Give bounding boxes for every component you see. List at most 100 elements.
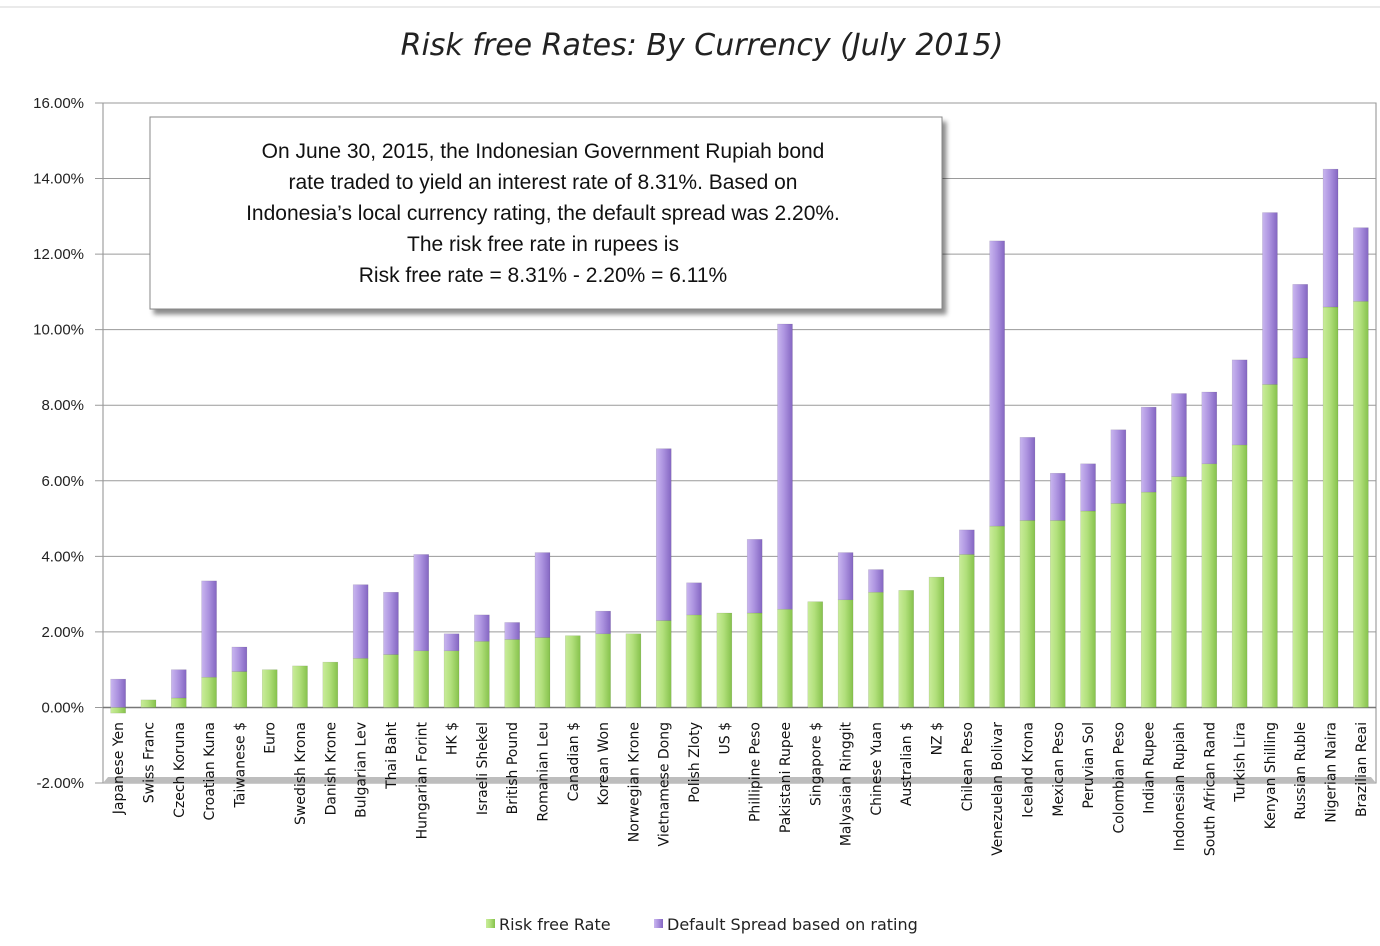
- bar-risk-free-rate: [1019, 520, 1036, 708]
- bar-default-spread: [1110, 429, 1127, 504]
- category-label: Vietnamese Dong: [657, 722, 673, 846]
- category-label: HK $: [445, 722, 461, 755]
- bar-risk-free-rate: [807, 601, 824, 708]
- category-label: Chilean Peso: [960, 722, 976, 811]
- category-label: Bulgarian Lev: [354, 722, 370, 818]
- bar-default-spread: [201, 580, 217, 678]
- bar-risk-free-rate: [474, 641, 490, 708]
- category-label: Turkish Lira: [1233, 722, 1249, 803]
- category-label: Taiwanese $: [232, 722, 248, 808]
- annotation-line-3: Indonesia’s local currency rating, the d…: [246, 202, 840, 225]
- category-label: Colombian Peso: [1111, 722, 1127, 834]
- category-label: US $: [717, 722, 733, 755]
- bar-default-spread: [352, 584, 369, 659]
- category-label: Peruvian Sol: [1081, 722, 1097, 809]
- bar-risk-free-rate: [928, 576, 945, 708]
- bar-risk-free-rate: [261, 669, 278, 708]
- annotation-line-2: rate traded to yield an interest rate of…: [289, 171, 798, 194]
- category-label: Nigerian Naira: [1324, 722, 1340, 823]
- bar-default-spread: [413, 554, 429, 652]
- bar-risk-free-rate: [1050, 520, 1066, 708]
- bar-risk-free-rate: [777, 608, 793, 708]
- chart-title: Risk free Rates: By Currency (July 2015): [401, 28, 1004, 63]
- category-label: Polish Zloty: [687, 722, 703, 803]
- bar-default-spread: [746, 539, 763, 614]
- bar-risk-free-rate: [140, 699, 157, 708]
- bar-risk-free-rate: [959, 554, 975, 708]
- bar-default-spread: [868, 569, 884, 593]
- bar-risk-free-rate: [292, 665, 308, 708]
- category-label: Indian Rupee: [1142, 722, 1158, 814]
- legend-swatch-default-spread: [654, 919, 663, 928]
- category-label: Israeli Shekel: [475, 722, 491, 815]
- bar-risk-free-rate: [1080, 510, 1096, 708]
- category-label: Malyasian Ringgit: [839, 721, 855, 846]
- category-label: Australian $: [899, 722, 915, 806]
- category-label: Singapore $: [808, 722, 824, 806]
- bar-risk-free-rate: [383, 654, 399, 708]
- category-label: Russian Ruble: [1293, 722, 1309, 820]
- category-label: NZ $: [930, 722, 946, 755]
- annotation-line-5: Risk free rate = 8.31% - 2.20% = 6.11%: [359, 264, 727, 287]
- bar-risk-free-rate: [110, 707, 126, 714]
- y-tick-label: 6.00%: [41, 473, 84, 490]
- bar-risk-free-rate: [989, 525, 1005, 708]
- category-label: Korean Won: [596, 722, 612, 805]
- category-label: Chinese Yuan: [869, 722, 885, 816]
- category-label: Pakistani Rupee: [778, 722, 794, 833]
- bar-risk-free-rate: [716, 612, 733, 708]
- category-label: Norwegian Krone: [626, 722, 642, 842]
- bar-risk-free-rate: [1353, 301, 1369, 708]
- bar-risk-free-rate: [1292, 357, 1308, 708]
- category-label: Phillipine Peso: [748, 722, 764, 822]
- bar-risk-free-rate: [1201, 463, 1218, 708]
- bar-default-spread: [504, 622, 520, 640]
- x-axis-category-labels: Japanese Yen Swiss Franc Czech Koruna Croat…: [111, 721, 1370, 856]
- category-label: Czech Koruna: [172, 722, 188, 818]
- bar-default-spread: [231, 646, 248, 672]
- bar-risk-free-rate: [1231, 444, 1248, 708]
- bar-risk-free-rate: [565, 635, 581, 708]
- category-label: Hungarian Forint: [414, 721, 430, 839]
- y-tick-label: -2.00%: [36, 775, 84, 792]
- y-tick-label: 4.00%: [41, 548, 84, 565]
- bar-default-spread: [686, 582, 702, 616]
- bar-default-spread: [1353, 227, 1369, 302]
- category-label: Mexican Peso: [1051, 722, 1067, 817]
- y-tick-label: 2.00%: [41, 624, 84, 641]
- bar-risk-free-rate: [595, 633, 611, 708]
- category-label: Euro: [263, 722, 279, 754]
- bar-risk-free-rate: [504, 639, 520, 708]
- bar-default-spread: [989, 240, 1005, 527]
- bar-default-spread: [1201, 391, 1218, 465]
- bar-risk-free-rate: [1322, 306, 1339, 708]
- bar-risk-free-rate: [655, 620, 672, 708]
- bar-default-spread: [534, 552, 551, 638]
- category-label: British Pound: [505, 722, 521, 814]
- y-tick-label: 14.00%: [33, 171, 84, 188]
- bar-risk-free-rate: [413, 650, 429, 708]
- bar-default-spread: [383, 591, 399, 655]
- bar-default-spread: [837, 552, 854, 601]
- category-label: Japanese Yen: [111, 722, 127, 815]
- bar-default-spread: [474, 614, 490, 642]
- bar-risk-free-rate: [1140, 491, 1157, 708]
- bar-risk-free-rate: [1262, 384, 1278, 708]
- bar-risk-free-rate: [898, 590, 914, 708]
- bar-default-spread: [1140, 406, 1157, 493]
- bar-default-spread: [1262, 212, 1278, 385]
- bar-risk-free-rate: [171, 697, 187, 708]
- bar-risk-free-rate: [231, 671, 248, 708]
- bar-risk-free-rate: [322, 661, 339, 708]
- annotation-line-1: On June 30, 2015, the Indonesian Governm…: [262, 140, 825, 163]
- bar-default-spread: [595, 610, 611, 635]
- category-label: Brazilian Reai: [1354, 722, 1370, 817]
- y-tick-label: 0.00%: [41, 699, 84, 716]
- category-label: Canadian $: [566, 722, 582, 801]
- category-label: Thai Baht: [384, 721, 400, 789]
- bar-default-spread: [1231, 359, 1248, 446]
- bar-default-spread: [1050, 472, 1066, 521]
- bar-default-spread: [959, 529, 975, 555]
- y-tick-label: 12.00%: [33, 246, 84, 263]
- bar-risk-free-rate: [352, 658, 369, 708]
